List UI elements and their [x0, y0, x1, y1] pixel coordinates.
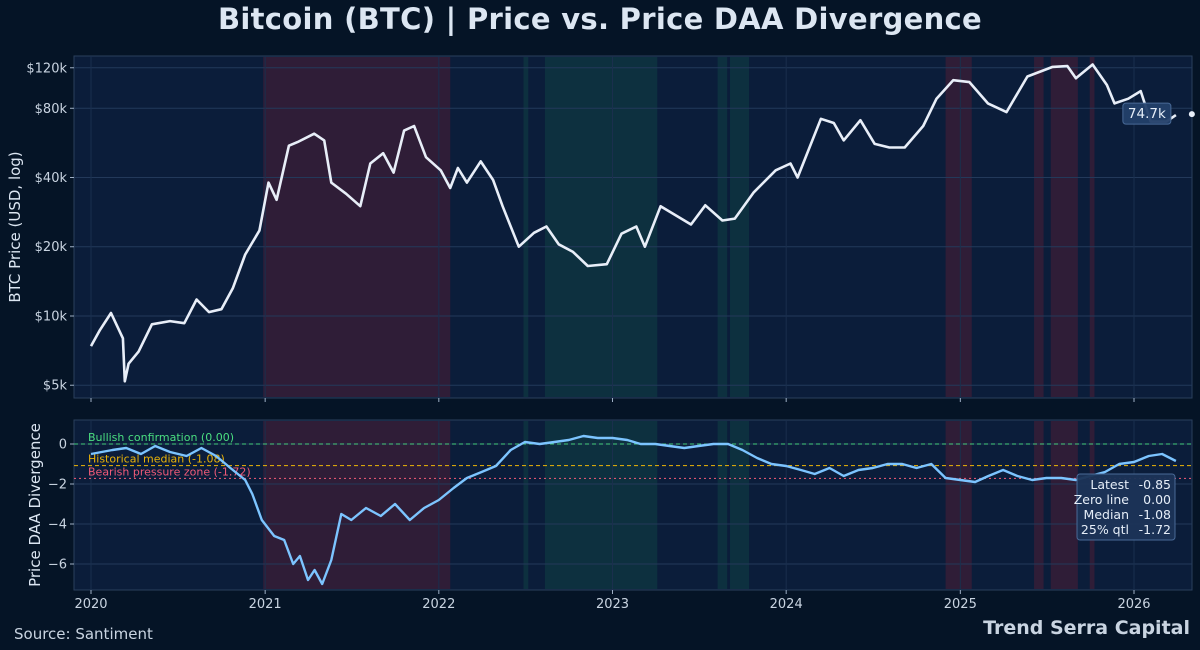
x-tick-label: 2022	[422, 597, 455, 612]
source-note: Source: Santiment	[14, 625, 153, 643]
reference-line-label: Historical median (-1.08)	[88, 453, 225, 466]
daa-tick-label: −6	[48, 558, 67, 573]
regime-band	[523, 57, 529, 397]
price-tick-label: $120k	[26, 61, 67, 76]
regime-band	[1034, 57, 1044, 397]
stats-value: 0.00	[1143, 492, 1171, 507]
regime-band	[730, 421, 750, 589]
stats-value: -1.08	[1139, 507, 1171, 522]
price-tick-label: $5k	[43, 379, 68, 394]
stats-value: -0.85	[1139, 477, 1171, 492]
daa-tick-label: −2	[48, 478, 67, 493]
daa-axis-label: Price DAA Divergence	[26, 423, 44, 587]
regime-band	[544, 421, 658, 589]
price-tick-label: $20k	[35, 240, 68, 255]
chart-title: Bitcoin (BTC) | Price vs. Price DAA Dive…	[217, 2, 983, 36]
regime-band	[945, 421, 972, 589]
stats-box	[1076, 473, 1176, 541]
x-tick-label: 2026	[1117, 597, 1150, 612]
daa-tick-label: 0	[59, 438, 67, 453]
last-price-dot	[1188, 111, 1195, 118]
regime-band	[717, 421, 728, 589]
daa-series-line	[90, 434, 1177, 586]
regime-band	[1089, 57, 1095, 397]
last-price-badge	[1122, 102, 1172, 125]
price-axis-label: BTC Price (USD, log)	[6, 151, 24, 302]
last-price-label: 74.7k	[1128, 106, 1166, 122]
price-series-line	[89, 63, 1177, 383]
regime-band	[730, 57, 750, 397]
reference-line-label: Bullish confirmation (0.00)	[88, 431, 234, 444]
x-tick-label: 2020	[74, 597, 107, 612]
regime-band	[1050, 57, 1078, 397]
brand-label: Trend Serra Capital	[983, 617, 1190, 639]
stats-label: 25% qtl	[1081, 522, 1129, 537]
regime-band	[523, 421, 529, 589]
stats-label: Zero line	[1074, 492, 1130, 507]
regime-band	[1034, 421, 1044, 589]
x-tick-label: 2025	[944, 597, 977, 612]
regime-band	[945, 57, 972, 397]
stats-value: -1.72	[1139, 522, 1171, 537]
x-tick-label: 2024	[770, 597, 803, 612]
x-tick-label: 2023	[596, 597, 629, 612]
stats-label: Latest	[1090, 477, 1129, 492]
reference-line-label: Bearish pressure zone (-1.72)	[88, 465, 251, 478]
stats-label: Median	[1084, 507, 1129, 522]
daa-tick-label: −4	[48, 518, 67, 533]
price-tick-label: $10k	[35, 309, 68, 324]
price-tick-label: $40k	[35, 171, 68, 186]
regime-band	[263, 57, 451, 397]
daa-panel	[73, 419, 1193, 591]
regime-band	[1050, 421, 1078, 589]
x-tick-label: 2021	[249, 597, 282, 612]
regime-band	[717, 57, 728, 397]
regime-band	[544, 57, 658, 397]
price-tick-label: $80k	[35, 102, 68, 117]
